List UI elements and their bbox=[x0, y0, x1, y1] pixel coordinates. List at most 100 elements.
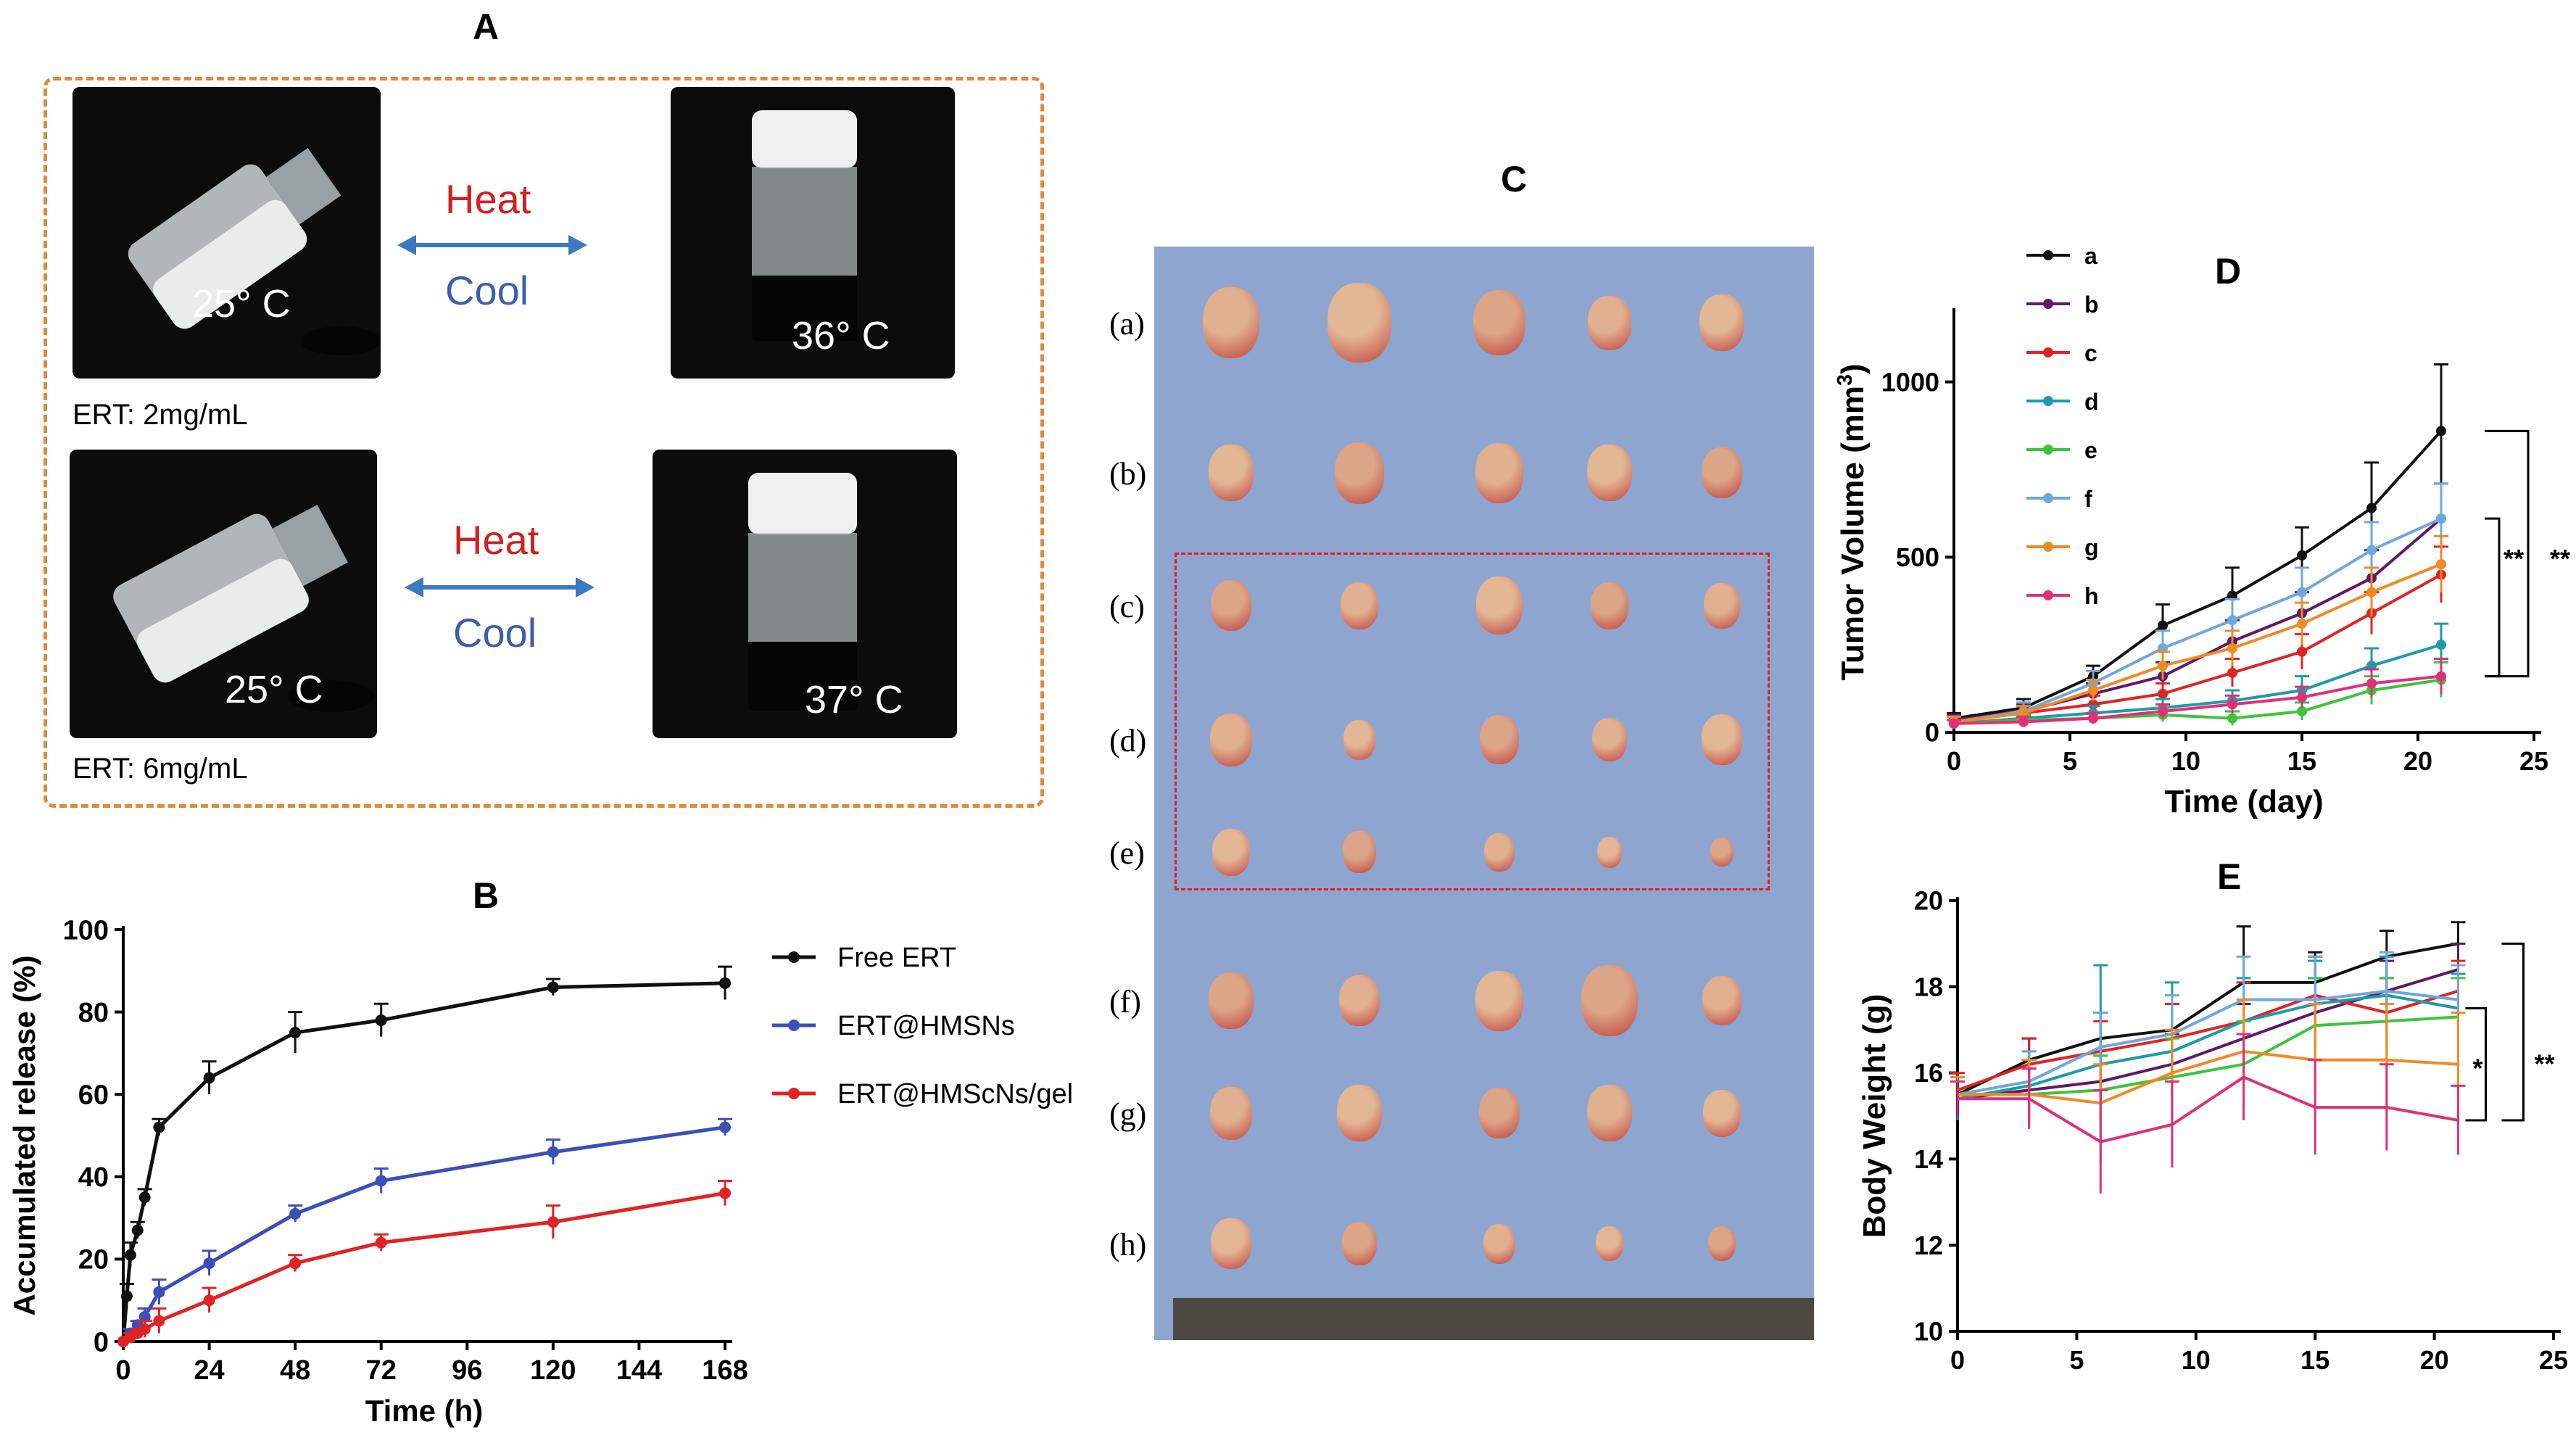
data-point bbox=[203, 1257, 215, 1270]
row-label: (c) bbox=[1109, 589, 1145, 624]
y-tick-label: 100 bbox=[63, 915, 109, 946]
data-point bbox=[138, 1310, 151, 1323]
ruler bbox=[1173, 1298, 1814, 1340]
legend-marker bbox=[788, 951, 800, 963]
data-point bbox=[2227, 699, 2237, 710]
tumor-specimen bbox=[1341, 582, 1378, 629]
legend-marker bbox=[2043, 445, 2053, 455]
legend-label: a bbox=[2084, 243, 2097, 269]
data-point bbox=[2158, 688, 2168, 699]
tumor-specimen bbox=[1479, 1088, 1520, 1138]
series-h bbox=[1950, 1033, 2466, 1194]
x-tick-label: 0 bbox=[1947, 746, 1961, 776]
series-line bbox=[122, 1125, 726, 1343]
legend-label: h bbox=[2084, 583, 2099, 609]
x-axis-label: Time (h) bbox=[365, 1394, 484, 1428]
x-tick-label: 120 bbox=[530, 1355, 576, 1386]
tumor-volume-chart: 0 5 10 15 20 25 0 500 1000 Time (day) Tumor Volume… bbox=[1834, 243, 2570, 819]
x-tick-label: 5 bbox=[2063, 746, 2077, 776]
row-label: (d) bbox=[1109, 723, 1147, 758]
cool-label-1: Cool bbox=[445, 268, 529, 313]
data-point bbox=[1949, 718, 1959, 729]
y-tick-label: 1000 bbox=[1881, 367, 1939, 397]
highlight-box bbox=[1175, 553, 1770, 890]
series-line bbox=[1957, 989, 2459, 1096]
y-tick-label: 80 bbox=[78, 998, 109, 1028]
legend-marker bbox=[788, 1020, 800, 1031]
tumor-specimen bbox=[1475, 442, 1523, 503]
data-point bbox=[2158, 706, 2168, 716]
tumor-specimen bbox=[1484, 832, 1515, 872]
series-line bbox=[1957, 942, 2459, 1096]
data-point bbox=[547, 981, 559, 993]
heat-label-2: Heat bbox=[453, 517, 539, 563]
legend-label: ERT@HMSNs bbox=[837, 1011, 1015, 1041]
data-point bbox=[2297, 619, 2307, 629]
data-point bbox=[2088, 685, 2098, 695]
temp-label-2mg-warm: 36° C bbox=[792, 314, 890, 357]
y-tick-label: 60 bbox=[78, 1080, 109, 1111]
data-point bbox=[719, 1187, 731, 1199]
tumor-specimen bbox=[1210, 1086, 1252, 1140]
series-line bbox=[1958, 1075, 2459, 1144]
temp-label-6mg-warm: 37° C bbox=[805, 678, 903, 722]
y-tick-label: 16 bbox=[1914, 1058, 1943, 1088]
vial-photo-6mg-warm bbox=[653, 450, 957, 738]
tumor-specimen bbox=[1343, 831, 1376, 873]
legend-marker bbox=[2043, 299, 2053, 309]
significance-label: ** bbox=[2503, 544, 2524, 574]
y-tick-label: 0 bbox=[1925, 718, 1939, 748]
x-tick-label: 15 bbox=[2287, 746, 2316, 776]
y-tick-label: 20 bbox=[78, 1245, 109, 1275]
x-tick-label: 168 bbox=[702, 1355, 747, 1386]
vial-photo-6mg-cold bbox=[70, 450, 377, 738]
panel-letter-d: D bbox=[2215, 251, 2242, 292]
y-tick-label: 10 bbox=[1914, 1317, 1943, 1347]
legend-label: e bbox=[2084, 437, 2097, 463]
data-point bbox=[2436, 640, 2446, 650]
y-tick-label: 14 bbox=[1914, 1144, 1943, 1174]
tumor-specimen bbox=[1209, 445, 1254, 501]
tumor-specimen bbox=[1596, 1226, 1623, 1261]
data-point bbox=[2227, 667, 2237, 678]
data-point bbox=[375, 1014, 387, 1026]
tumor-specimen bbox=[1210, 713, 1252, 766]
data-point bbox=[153, 1121, 165, 1133]
legend-label: c bbox=[2084, 340, 2097, 366]
tumor-specimen bbox=[1588, 295, 1631, 350]
tumor-specimen bbox=[1339, 975, 1380, 1026]
series-f bbox=[1950, 951, 2466, 1112]
data-point bbox=[2436, 513, 2446, 524]
data-point bbox=[2297, 587, 2307, 598]
y-axis-label: Tumor Volume (mm3) bbox=[1834, 363, 1871, 680]
data-point bbox=[2297, 692, 2307, 703]
tumor-specimen bbox=[1587, 1085, 1632, 1141]
significance-label: ** bbox=[2534, 1049, 2554, 1079]
y-tick-label: 20 bbox=[1914, 886, 1943, 916]
legend-label: b bbox=[2084, 292, 2099, 318]
x-tick-label: 96 bbox=[452, 1355, 482, 1386]
tumor-specimen bbox=[1475, 970, 1523, 1031]
x-tick-label: 24 bbox=[194, 1355, 224, 1386]
data-point bbox=[2018, 716, 2029, 727]
series-line bbox=[1958, 1049, 2459, 1105]
x-tick-label: 0 bbox=[115, 1355, 131, 1386]
tumor-specimen bbox=[1203, 287, 1259, 358]
data-point bbox=[203, 1294, 215, 1307]
tumor-specimen bbox=[1211, 1218, 1251, 1269]
series-line bbox=[1957, 989, 2459, 1092]
y-tick-label: 18 bbox=[1914, 972, 1943, 1001]
series-line bbox=[1953, 429, 2443, 720]
data-point bbox=[289, 1207, 302, 1220]
data-point bbox=[2366, 587, 2377, 598]
series-line bbox=[1958, 1015, 2459, 1096]
tumor-specimen bbox=[1342, 1222, 1377, 1265]
legend-label: ERT@HMScNs/gel bbox=[837, 1079, 1073, 1109]
data-point bbox=[2366, 678, 2377, 689]
series-Free ERT bbox=[117, 965, 732, 1347]
data-point bbox=[289, 1257, 302, 1270]
data-point bbox=[289, 1027, 302, 1038]
data-point bbox=[547, 1146, 559, 1158]
y-tick-label: 40 bbox=[78, 1162, 109, 1193]
